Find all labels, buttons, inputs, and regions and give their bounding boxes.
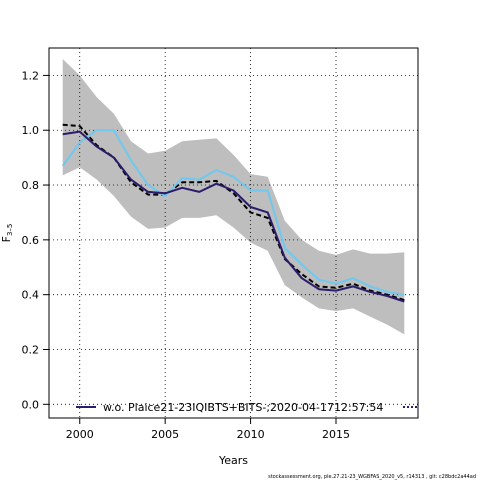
- y-tick-label: 1.2: [22, 69, 40, 82]
- y-axis: 0.0 0.2 0.4 0.6 0.8 1.0 1.2: [22, 69, 49, 411]
- grid-layer: [49, 48, 418, 418]
- x-tick-label: 2010: [237, 428, 265, 441]
- y-tick-label: 0.0: [22, 398, 40, 411]
- y-axis-title-subscript: 3–5: [6, 224, 14, 236]
- footer-credit: stockassessment.org, ple.27.21-23_WGBFAS…: [268, 474, 476, 480]
- x-axis-title: Years: [218, 454, 248, 467]
- y-axis-title-main: F: [0, 236, 13, 242]
- series-line-3: [62, 130, 405, 303]
- y-tick-label: 0.2: [22, 343, 40, 356]
- x-tick-label: 2000: [66, 428, 94, 441]
- y-axis-title: F3–5: [0, 224, 14, 243]
- x-axis: 2000 2005 2010 2015: [66, 418, 350, 441]
- confidence-band-layer: [62, 59, 405, 335]
- plot-frame: [48, 47, 419, 419]
- y-tick-label: 0.8: [22, 179, 40, 192]
- series-line-2: [61, 129, 405, 296]
- confidence-band: [62, 59, 405, 335]
- series-layer: [61, 123, 405, 303]
- x-tick-label: 2015: [322, 428, 350, 441]
- legend-label: w.o. Plaice21-23IQIBTS+BITS-;2020-04-171…: [103, 401, 383, 414]
- y-tick-label: 1.0: [22, 124, 40, 137]
- y-tick-label: 0.6: [22, 234, 40, 247]
- y-tick-label: 0.4: [22, 289, 40, 302]
- x-tick-label: 2005: [151, 428, 179, 441]
- legend: w.o. Plaice21-23IQIBTS+BITS-;2020-04-171…: [76, 401, 417, 414]
